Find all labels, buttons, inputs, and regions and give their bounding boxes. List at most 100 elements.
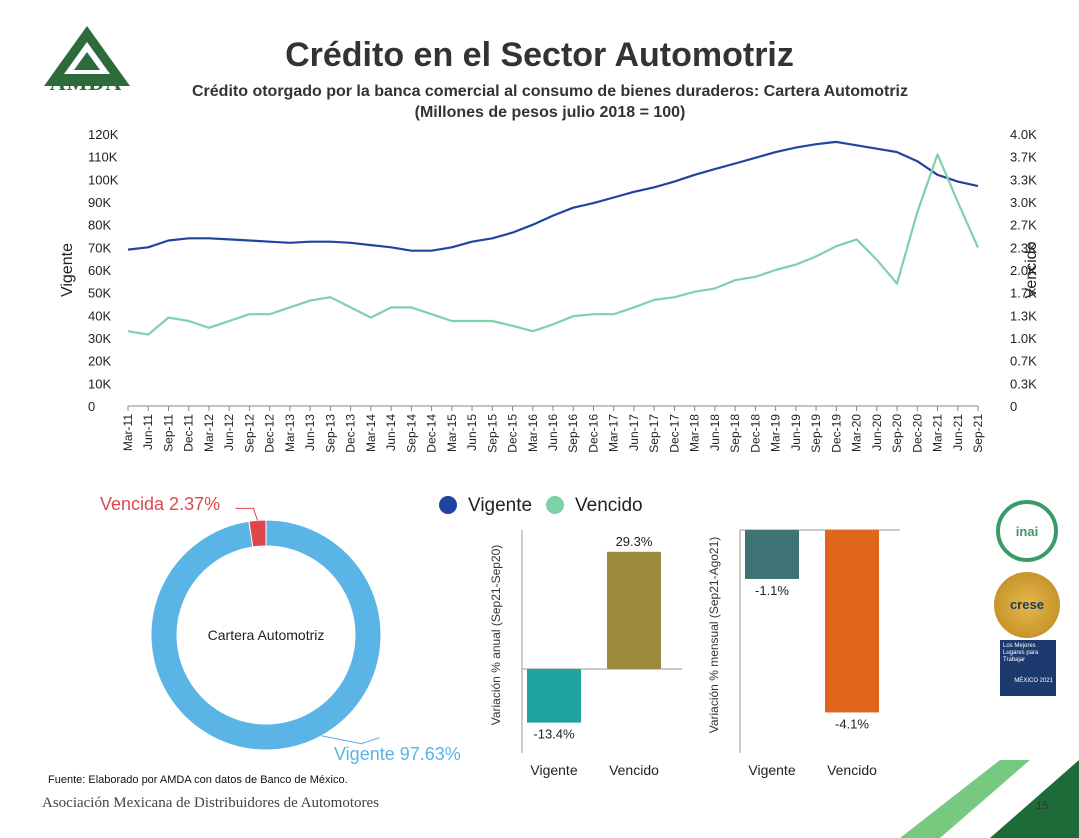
- bar-category-label: Vigente: [530, 762, 577, 778]
- left-axis-tick: 100K: [88, 172, 119, 187]
- bar-vigente: [745, 530, 799, 579]
- x-tick-label: Jun-17: [627, 414, 641, 451]
- left-axis-tick: 110K: [88, 150, 118, 165]
- subtitle-line-2: (Millones de pesos julio 2018 = 100): [414, 104, 686, 121]
- x-tick-label: Dec-14: [425, 414, 439, 453]
- left-axis-tick: 30K: [88, 331, 111, 346]
- x-tick-label: Dec-13: [344, 414, 358, 453]
- x-tick-label: Jun-20: [870, 414, 884, 451]
- page-number: 15: [1036, 800, 1049, 812]
- bar-vigente: [527, 669, 581, 723]
- x-tick-label: Sep-16: [566, 414, 580, 453]
- bar-chart-anual: Variación % anual (Sep21-Sep20) -13.4% Vig…: [489, 530, 682, 778]
- x-tick-label: Sep-14: [404, 414, 418, 453]
- donut-chart: Cartera Automotriz Vencida 2.37% Vigente 9…: [100, 494, 461, 764]
- series-line-vigente: [127, 140, 979, 252]
- bar-category-label: Vencido: [609, 762, 659, 778]
- right-axis-tick: 0.3K: [1010, 376, 1037, 391]
- x-tick-label: Dec-16: [586, 414, 600, 453]
- crese-label: crese: [1010, 597, 1044, 612]
- right-axis-tick: 4.0K: [1010, 127, 1037, 142]
- left-axis-tick: 80K: [88, 218, 111, 233]
- right-axis-tick: 2.3K: [1010, 240, 1037, 255]
- x-tick-label: Mar-21: [931, 414, 945, 452]
- x-tick-label: Dec-20: [910, 414, 924, 453]
- left-axis-tick: 50K: [88, 286, 111, 301]
- x-tick-label: Dec-11: [182, 414, 196, 452]
- great-place-to-work-badge: Los Mejores Lugares para Trabajar MÉXICO…: [1000, 640, 1056, 696]
- right-axis-tick: 0.7K: [1010, 354, 1037, 369]
- bar-value-label: -1.1%: [755, 583, 789, 598]
- bar-category-label: Vigente: [748, 762, 795, 778]
- donut-center-label: Cartera Automotriz: [208, 627, 325, 643]
- series-line-vencido: [127, 153, 980, 336]
- x-tick-label: Dec-17: [667, 414, 681, 453]
- x-tick-label: Dec-19: [829, 414, 843, 453]
- vencida-leader-line: [235, 507, 258, 521]
- left-axis-tick: 20K: [88, 354, 111, 369]
- right-axis-tick: 3.7K: [1010, 150, 1037, 165]
- x-tick-label: Mar-13: [283, 414, 297, 452]
- x-tick-label: Jun-21: [951, 414, 965, 451]
- legend-marker-vencido: [546, 496, 564, 514]
- x-tick-label: Mar-15: [445, 414, 459, 452]
- x-tick-label: Dec-18: [748, 414, 762, 453]
- donut-slice-vencida: [248, 519, 267, 548]
- gptw-line-3: Trabajar: [1003, 657, 1026, 663]
- page-subtitle: Crédito otorgado por la banca comercial …: [0, 81, 1079, 123]
- x-tick-label: Dec-12: [263, 414, 277, 453]
- right-axis-tick: 2.7K: [1010, 218, 1037, 233]
- organization-name: Asociación Mexicana de Distribuidores de…: [42, 795, 380, 811]
- right-axis-tick: 3.3K: [1010, 172, 1037, 187]
- x-tick-label: Jun-13: [303, 414, 317, 451]
- left-axis-tick: 70K: [88, 240, 111, 255]
- subtitle-line-1: Crédito otorgado por la banca comercial …: [192, 83, 908, 100]
- donut-slice-vigente: [150, 519, 382, 751]
- x-tick-label: Sep-19: [809, 414, 823, 453]
- legend-label-vigente: Vigente: [468, 495, 532, 516]
- x-tick-label: Jun-15: [465, 414, 479, 451]
- x-tick-label: Sep-17: [647, 414, 661, 453]
- x-tick-label: Mar-14: [364, 414, 378, 452]
- bar-vencido: [825, 530, 879, 713]
- inai-badge: inai: [996, 500, 1058, 562]
- source-note: Fuente: Elaborado por AMDA con datos de …: [48, 774, 348, 786]
- chart-legend: Vigente Vencido: [439, 495, 643, 516]
- right-axis-tick: 1.3K: [1010, 308, 1037, 323]
- line-chart: 0 10K 20K 30K 40K 50K 60K 70K 80K 90K 100K 110K 120K…: [59, 127, 1040, 453]
- left-axis-tick: 120K: [88, 127, 119, 142]
- x-tick-label: Dec-15: [506, 414, 520, 453]
- right-axis-tick: 0: [1010, 399, 1017, 414]
- x-tick-label: Mar-12: [202, 414, 216, 452]
- x-tick-label: Sep-20: [890, 414, 904, 453]
- x-tick-label: Jun-14: [384, 414, 398, 451]
- bar-value-label: -4.1%: [835, 716, 869, 731]
- x-tick-label: Sep-21: [971, 414, 985, 453]
- x-tick-label: Jun-11: [141, 414, 155, 450]
- right-axis-tick: 1.0K: [1010, 331, 1037, 346]
- left-axis-tick: 60K: [88, 263, 111, 278]
- page-title: Crédito en el Sector Automotriz: [285, 36, 794, 74]
- x-tick-label: Mar-19: [769, 414, 783, 452]
- donut-label-vencida: Vencida 2.37%: [100, 494, 220, 514]
- x-tick-label: Jun-16: [546, 414, 560, 451]
- vigente-leader-line: [321, 735, 380, 745]
- bar-category-label: Vencido: [827, 762, 877, 778]
- left-axis-tick: 0: [88, 399, 95, 414]
- crese-badge: crese: [994, 572, 1060, 638]
- left-axis-label: Vigente: [59, 243, 76, 297]
- gptw-line-4: MÉXICO 2021: [1014, 678, 1053, 684]
- gptw-line-1: Los Mejores: [1003, 643, 1036, 649]
- x-tick-label: Sep-12: [242, 414, 256, 453]
- x-tick-label: Mar-16: [526, 414, 540, 452]
- x-tick-label: Sep-15: [485, 414, 499, 453]
- legend-marker-vigente: [439, 496, 457, 514]
- x-tick-label: Mar-20: [850, 414, 864, 452]
- right-axis-tick: 1.7K: [1010, 286, 1037, 301]
- right-axis-tick: 2.0K: [1010, 263, 1037, 278]
- left-axis-tick: 40K: [88, 308, 111, 323]
- x-tick-label: Mar-18: [688, 414, 702, 452]
- bar-value-label: 29.3%: [616, 534, 653, 549]
- inai-label: inai: [1015, 524, 1039, 539]
- x-tick-label: Jun-12: [222, 414, 236, 451]
